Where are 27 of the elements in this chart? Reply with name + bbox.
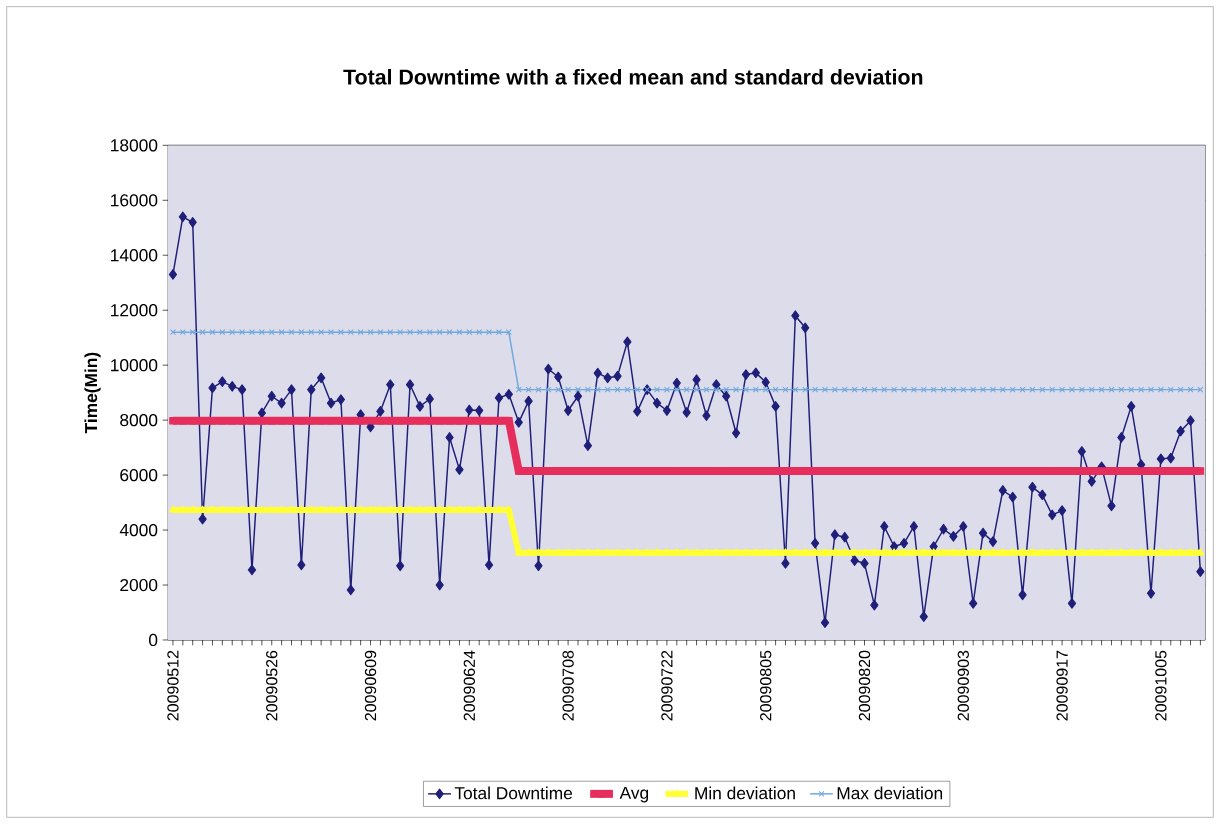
x-tick-label: 20090624 (463, 650, 475, 721)
y-tick-label: 10000 (111, 359, 158, 372)
x-tick-label: 20090903 (957, 650, 969, 721)
y-tick-label: 8000 (120, 413, 158, 427)
x-tick-label: 20090820 (858, 650, 871, 721)
legend-label: Total Downtime (454, 786, 573, 800)
x-tick-label: 20090526 (266, 650, 278, 721)
x-tick-label: 20090512 (167, 650, 179, 721)
x-tick-label: 20090708 (562, 650, 574, 721)
x-tick-label: 20090609 (364, 650, 377, 721)
y-tick-label: 4000 (119, 523, 158, 537)
x-tick-label: 20091005 (1155, 650, 1167, 721)
y-axis-title: Time(Min) (84, 352, 101, 434)
y-tick-label: 16000 (111, 194, 158, 207)
x-tick-label: 20090805 (760, 650, 772, 721)
y-tick-label: 18000 (111, 139, 158, 152)
legend-label: Min deviation (695, 786, 795, 800)
y-tick-label: 2000 (120, 578, 158, 592)
legend-label: Avg (619, 786, 649, 803)
y-tick-label: 0 (149, 633, 158, 647)
legend-label: Max deviation (837, 786, 943, 800)
x-tick-label: 20090917 (1056, 650, 1068, 721)
chart-title: Total Downtime with a fixed mean and standard deviation (343, 68, 923, 85)
y-tick-label: 12000 (111, 304, 158, 317)
y-tick-label: 6000 (120, 468, 158, 482)
x-tick-label: 20090722 (661, 650, 673, 721)
y-tick-label: 14000 (111, 249, 158, 262)
